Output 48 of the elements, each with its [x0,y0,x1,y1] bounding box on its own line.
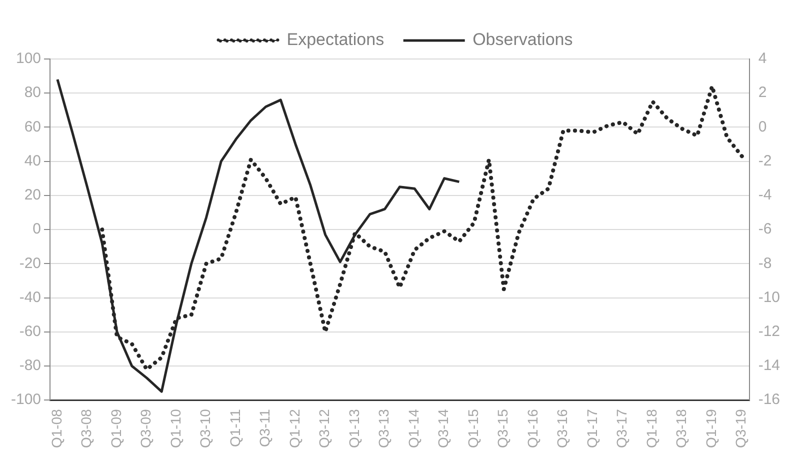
y-tick-label: -60 [19,323,42,340]
x-tick-label: Q3-17 [614,408,630,448]
y2-tick-label: -4 [758,186,772,204]
y-tick-label: -80 [19,357,42,374]
y2-tick-label: 0 [758,118,767,136]
y-tick-label: 20 [24,186,42,204]
x-tick-label: Q3-15 [494,408,511,448]
y2-tick-label: -16 [758,391,780,408]
x-tick-label: Q1-17 [584,408,600,448]
y-tick-label: -40 [19,288,42,306]
y2-tick-label: -12 [758,323,780,340]
x-tick-label: Q1-16 [524,408,540,448]
x-tick-label: Q1-19 [702,408,719,448]
y2-tick-label: 2 [758,84,767,102]
x-tick-label: Q3-08 [78,408,94,448]
y-tick-label: 60 [24,118,42,136]
y2-tick-label: -2 [758,152,772,170]
y-tick-label: 0 [32,220,42,238]
x-tick-label: Q3-18 [673,408,690,448]
y-tick-label: 80 [24,84,42,102]
x-tick-label: Q1-18 [643,408,660,448]
y2-tick-label: -10 [758,288,780,306]
x-tick-label: Q1-14 [405,408,422,448]
x-tick-label: Q1-11 [226,408,243,447]
legend-label: Expectations [286,30,384,50]
x-tick-label: Q3-14 [435,408,452,448]
y2-tick-label: -14 [758,357,780,374]
x-tick-label: Q1-09 [108,408,124,448]
x-tick-label: Q3-16 [554,408,570,448]
legend-label: Observations [472,30,573,50]
y2-tick-label: 4 [758,50,767,68]
y-tick-label: -20 [19,254,42,272]
x-tick-label: Q1-15 [464,408,481,448]
x-tick-label: Q1-08 [48,408,64,448]
x-tick-label: Q3-10 [197,408,214,448]
y2-tick-label: -8 [758,254,772,272]
x-tick-label: Q3-09 [138,408,154,448]
x-tick-label: Q3-11 [256,408,273,447]
y-tick-label: 100 [16,50,42,68]
x-tick-label: Q1-12 [286,408,302,448]
x-tick-label: Q1-10 [167,408,184,448]
x-tick-label: Q1-13 [346,408,362,448]
y-tick-label: -100 [10,391,42,408]
x-tick-label: Q3-19 [732,408,749,448]
x-tick-label: Q3-13 [376,408,392,448]
y-tick-label: 40 [24,152,42,170]
y2-tick-label: -6 [758,220,772,238]
x-tick-label: Q3-12 [316,408,332,448]
